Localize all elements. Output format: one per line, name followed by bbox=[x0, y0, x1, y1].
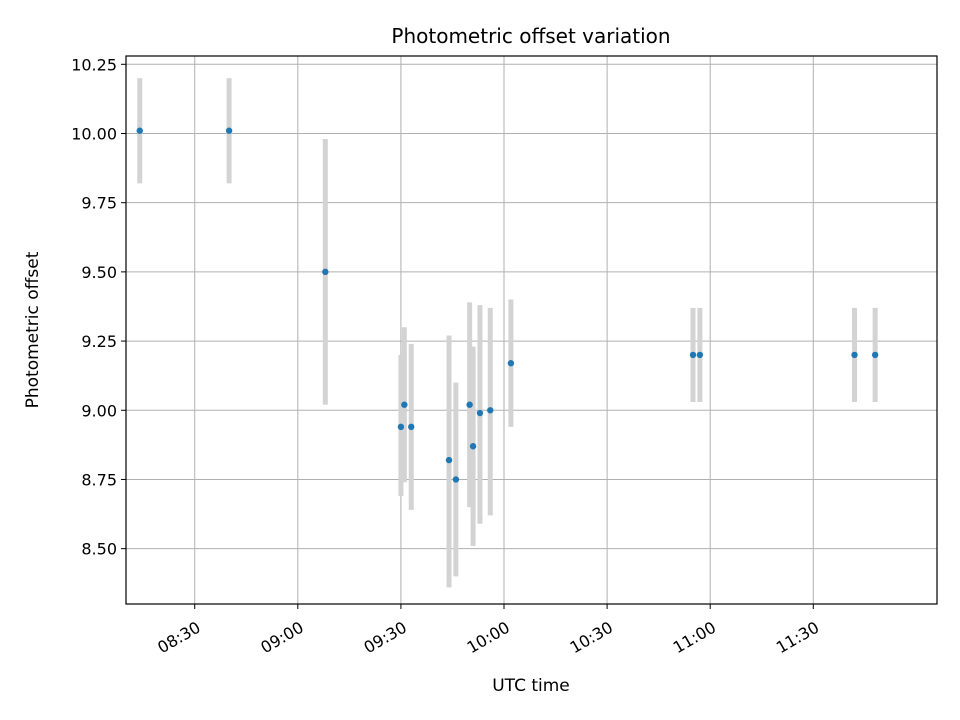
data-point bbox=[445, 456, 453, 464]
x-axis: 08:30 09:00 09:30 10:00 10:30 11:00 11:30 bbox=[154, 604, 822, 657]
data-point bbox=[408, 423, 415, 431]
data-point bbox=[225, 127, 233, 134]
data-point bbox=[689, 351, 697, 359]
error-bars bbox=[137, 78, 878, 588]
x-tick-label: 09:00 bbox=[257, 618, 306, 658]
y-tick-label: 10.25 bbox=[71, 55, 117, 74]
x-tick-label: 08:30 bbox=[154, 618, 203, 658]
data-point bbox=[871, 351, 879, 359]
data-point bbox=[476, 409, 484, 417]
x-axis-title: UTC time bbox=[492, 676, 570, 696]
data-point bbox=[507, 360, 515, 367]
x-tick-label: 11:30 bbox=[773, 618, 822, 658]
y-tick-label: 9.75 bbox=[81, 194, 117, 213]
plot-frame bbox=[125, 55, 938, 605]
x-tick-label: 09:30 bbox=[360, 618, 409, 658]
y-axis: 8.50 8.75 9.00 9.25 9.50 9.75 10.00 10.25 bbox=[71, 55, 126, 559]
x-tick-label: 10:30 bbox=[567, 618, 616, 658]
y-tick-label: 10.00 bbox=[71, 124, 117, 143]
y-tick-label: 9.25 bbox=[81, 332, 117, 351]
x-tick-label: 10:00 bbox=[464, 618, 513, 658]
x-tick-label: 11:00 bbox=[670, 618, 719, 658]
chart-title: Photometric offset variation bbox=[391, 24, 670, 48]
y-tick-label: 8.75 bbox=[81, 470, 117, 489]
data-point bbox=[469, 443, 477, 450]
data-point bbox=[851, 351, 858, 359]
data-point bbox=[487, 407, 494, 414]
data-point bbox=[696, 351, 704, 359]
grid bbox=[126, 56, 937, 604]
data-point bbox=[466, 401, 473, 408]
data-point bbox=[397, 423, 405, 431]
y-tick-label: 9.00 bbox=[81, 401, 117, 420]
y-axis-title: Photometric offset bbox=[23, 251, 43, 408]
y-tick-label: 9.50 bbox=[81, 263, 117, 282]
data-point bbox=[452, 476, 460, 483]
data-point bbox=[322, 268, 329, 276]
data-point bbox=[136, 127, 143, 134]
data-points bbox=[136, 127, 879, 483]
data-point bbox=[401, 401, 408, 408]
y-tick-label: 8.50 bbox=[81, 540, 117, 559]
